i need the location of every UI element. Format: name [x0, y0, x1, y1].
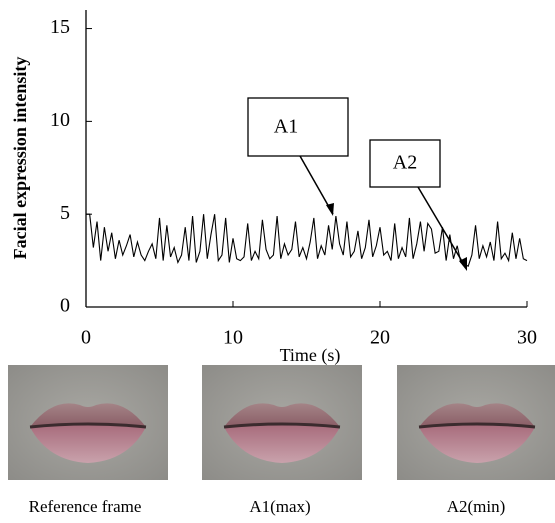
arrow-head: [459, 257, 467, 271]
image-caption: A1(max): [249, 497, 310, 516]
lip-image: [395, 363, 555, 482]
data-line: [86, 213, 528, 267]
y-axis-label: Facial expression intensity: [10, 57, 30, 260]
annotation-arrow: [299, 155, 334, 215]
x-tick-label: 20: [370, 327, 390, 349]
x-tick-label: 30: [517, 327, 537, 349]
annotation: A1: [274, 116, 298, 138]
image-caption: Reference frame: [29, 497, 142, 516]
y-tick-label: 0: [60, 295, 70, 317]
annotation-box: [247, 97, 349, 157]
image-caption: A2(min): [447, 497, 506, 516]
annotation-arrow: [417, 186, 467, 269]
x-tick-label: 0: [81, 327, 91, 349]
annotation: A2: [393, 152, 417, 174]
lip-image: [200, 363, 364, 482]
y-tick-label: 5: [60, 202, 70, 224]
arrow-head: [326, 203, 334, 216]
x-tick-label: 10: [223, 327, 243, 349]
annotation-box: [369, 139, 441, 188]
x-axis-label: Time (s): [280, 345, 341, 366]
y-tick-label: 15: [50, 16, 70, 38]
lip-image: [6, 363, 170, 482]
y-tick-label: 10: [50, 109, 70, 131]
